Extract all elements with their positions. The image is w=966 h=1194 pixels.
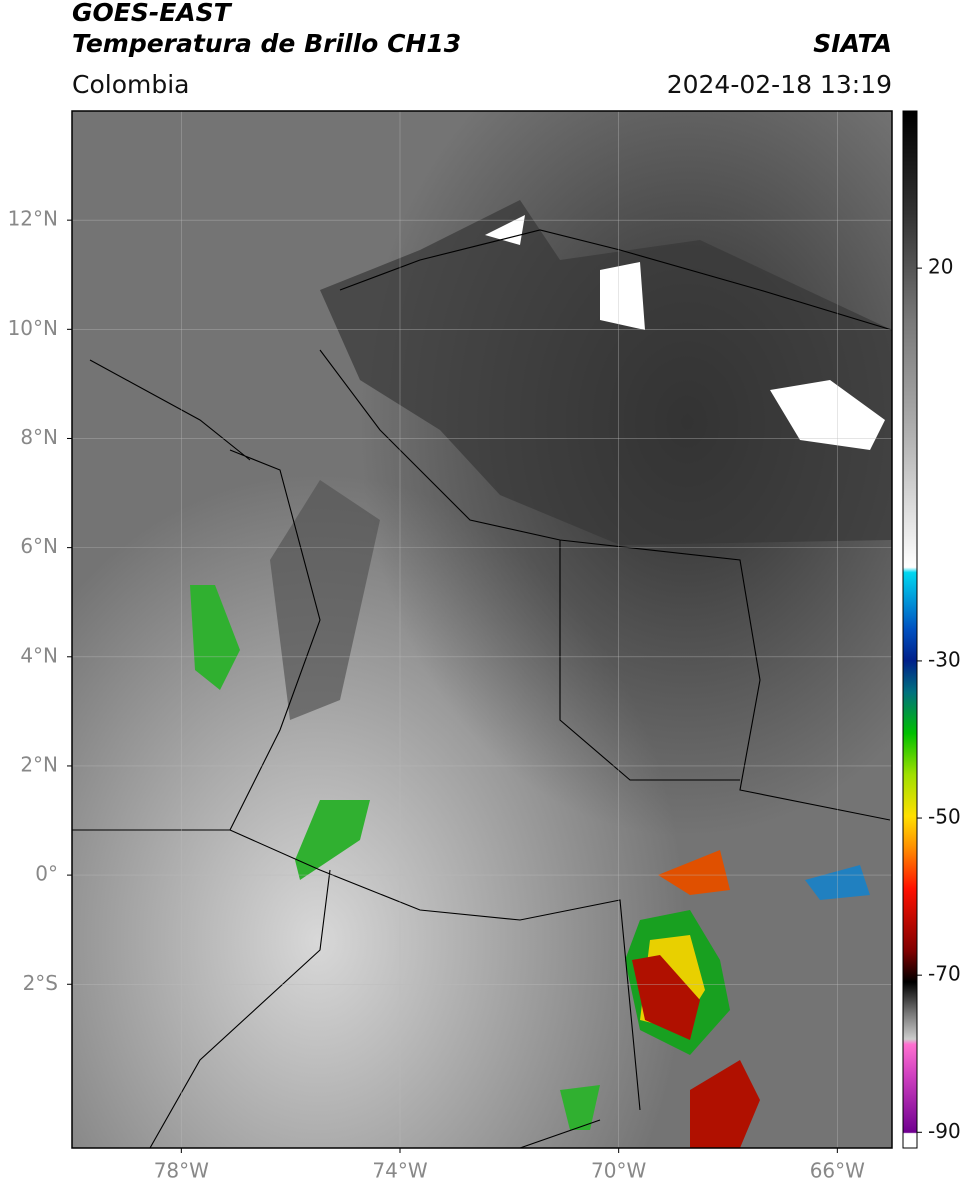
x-tick-label: 70°W — [591, 1159, 646, 1183]
colorbar-tick-label: -90 — [928, 1119, 961, 1143]
y-tick-label: 8°N — [20, 425, 58, 449]
colorbar-tick-label: -70 — [928, 962, 961, 986]
x-tick-label: 78°W — [154, 1159, 209, 1183]
datetime: 2024-02-18 13:19 — [667, 70, 892, 99]
y-tick-label: 6°N — [20, 534, 58, 558]
title: GOES-EAST — [72, 0, 233, 27]
map-frame — [71, 110, 893, 1149]
subtitle: Temperatura de Brillo CH13 — [72, 29, 461, 58]
source: SIATA — [813, 29, 892, 58]
region: Colombia — [72, 70, 189, 99]
y-tick-label: 4°N — [20, 643, 58, 667]
x-tick-label: 66°W — [810, 1159, 865, 1183]
y-tick-label: 2°N — [20, 752, 58, 776]
map-imagery — [72, 111, 893, 1149]
colorbar — [902, 110, 918, 1149]
y-tick-label: 2°S — [23, 971, 58, 995]
x-tick-label: 74°W — [372, 1159, 427, 1183]
colorbar-tick-label: -30 — [928, 647, 961, 671]
colorbar-tick-label: -50 — [928, 805, 961, 829]
y-tick-label: 10°N — [8, 316, 58, 340]
y-tick-label: 0° — [35, 862, 58, 886]
grid — [72, 111, 892, 1148]
y-tick-label: 12°N — [8, 207, 58, 231]
colorbar-tick-label: 20 — [928, 255, 953, 279]
